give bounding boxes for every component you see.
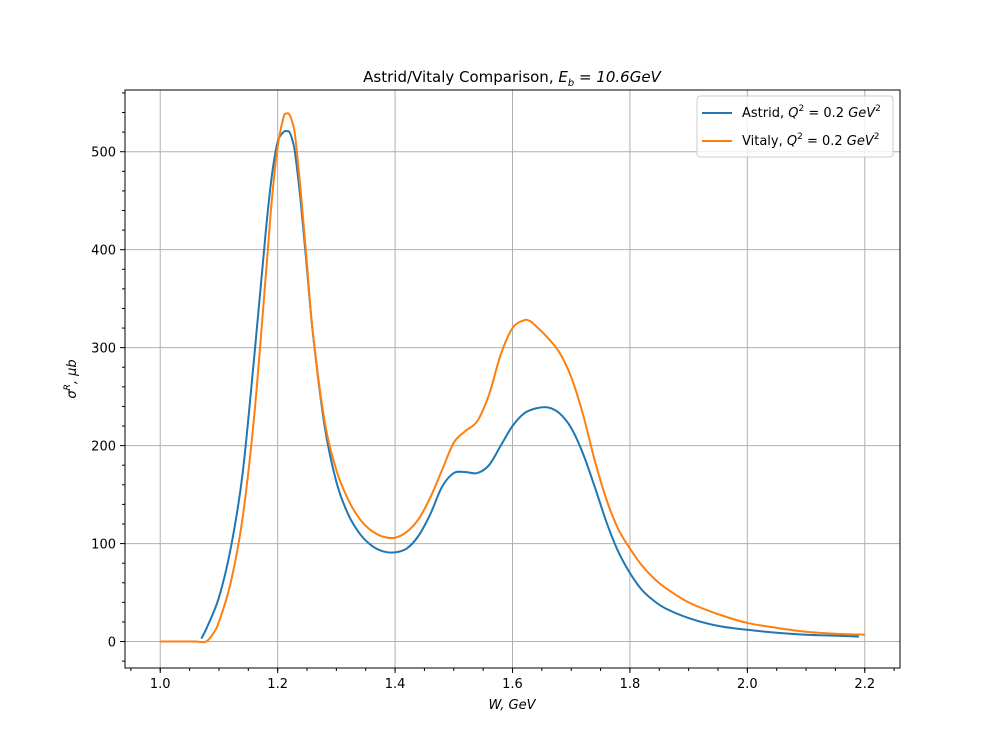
y-tick-label: 0: [108, 636, 116, 651]
x-tick-label: 1.6: [502, 677, 523, 692]
y-axis-label: σR, μb: [63, 359, 80, 398]
legend: Astrid, Q2 = 0.2 GeV2 Vitaly, Q2 = 0.2 G…: [696, 95, 894, 158]
x-tick-label: 1.2: [267, 677, 288, 692]
grid: [125, 90, 900, 668]
y-tick-label: 500: [91, 146, 116, 161]
legend-box: [696, 95, 894, 158]
series-lines: [160, 112, 865, 644]
ticks: 1.0 1.2 1.4 1.6 1.8 2.0 2.2 0 100 200 300 400 500: [91, 92, 895, 692]
series-line-vitaly: [160, 112, 865, 644]
x-tick-label: 2.0: [737, 677, 758, 692]
x-tick-label: 1.4: [385, 677, 406, 692]
legend-label-vitaly: Vitaly, Q2 = 0.2 GeV2: [742, 132, 880, 149]
x-tick-label: 2.2: [854, 677, 875, 692]
y-tick-label: 100: [91, 538, 116, 553]
x-tick-label: 1.8: [620, 677, 641, 692]
y-tick-label: 200: [91, 440, 116, 455]
x-axis-label: W, GeV: [488, 698, 536, 713]
y-tick-label: 400: [91, 244, 116, 259]
chart-title: Astrid/Vitaly Comparison, Eb = 10.6GeV: [363, 68, 662, 89]
legend-label-astrid: Astrid, Q2 = 0.2 GeV2: [742, 104, 881, 121]
y-tick-label: 300: [91, 342, 116, 357]
x-tick-label: 1.0: [150, 677, 171, 692]
